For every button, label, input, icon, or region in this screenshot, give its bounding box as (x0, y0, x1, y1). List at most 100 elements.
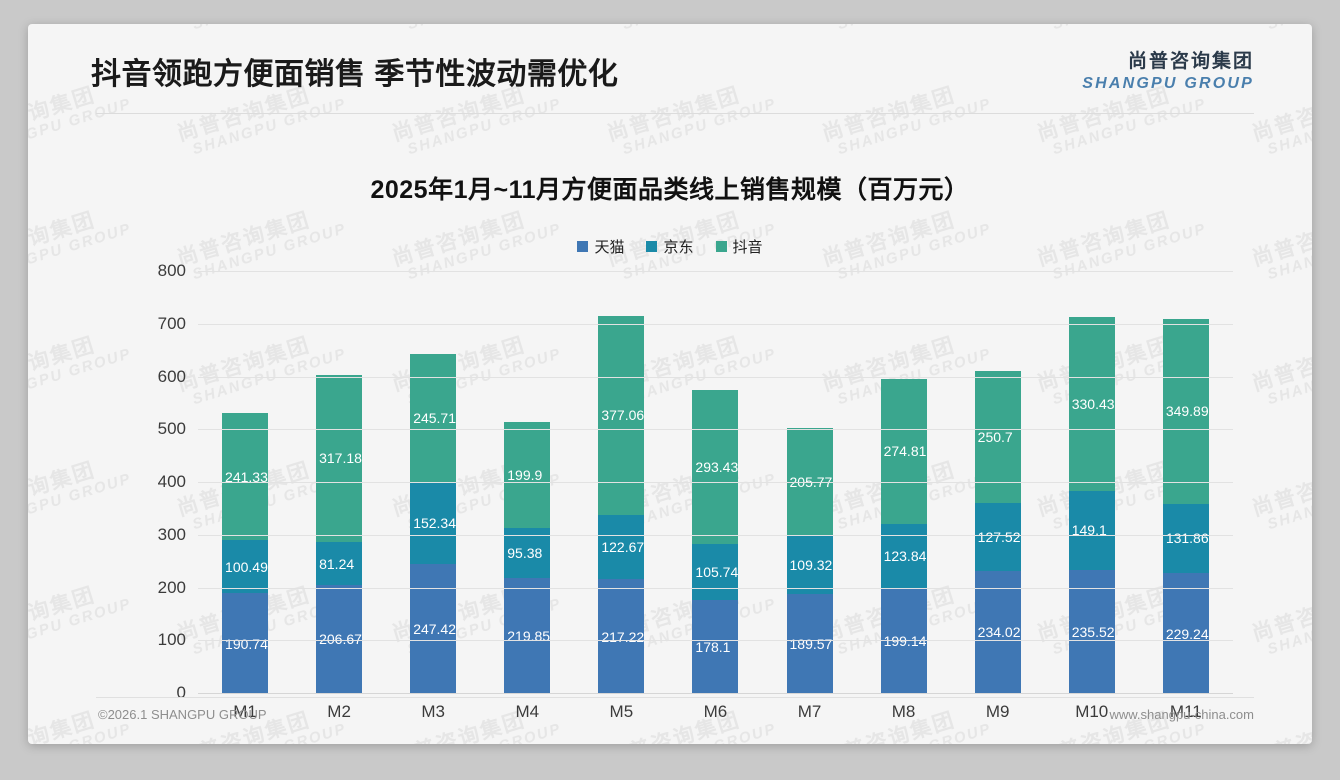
bar-segment-京东[interactable]: 109.32 (786, 536, 833, 595)
bar-segment-京东[interactable]: 123.84 (880, 523, 927, 589)
bar-value-label: 178.1 (695, 639, 731, 656)
bar-segment-天猫[interactable]: 206.67 (316, 584, 363, 694)
bar-segment-京东[interactable]: 127.52 (974, 503, 1021, 571)
bar-segment-京东[interactable]: 100.49 (222, 540, 269, 594)
legend-label: 天猫 (594, 239, 625, 256)
chart-plot-area: 241.33 100.49 190.74 317.18 81.24 206.67 245.7… (158, 261, 1233, 702)
bar-value-label: 349.89 (1165, 403, 1209, 420)
footer-copyright: ©2026.1 SHANGPU GROUP (98, 707, 267, 722)
gridline: 600 (158, 367, 1233, 386)
bar-segment-京东[interactable]: 122.67 (598, 514, 645, 580)
legend-swatch-icon (646, 241, 658, 252)
bar-segment-天猫[interactable]: 189.57 (786, 594, 833, 694)
bar-segment-抖音[interactable]: 317.18 (316, 374, 363, 543)
y-axis-tick: 700 (157, 313, 186, 333)
brand-logo: 尚普咨询集团 SHANGPU GROUP (1082, 51, 1254, 92)
y-axis-tick: 300 (157, 524, 186, 544)
gridline: 300 (158, 525, 1233, 544)
x-axis-label-M10: M10 (1075, 702, 1109, 721)
x-axis-label-M4: M4 (515, 702, 540, 721)
bar-segment-抖音[interactable]: 377.06 (598, 315, 645, 515)
bar-value-label: 245.71 (413, 410, 457, 427)
bar-column-M2[interactable]: 317.18 81.24 206.67 (316, 272, 363, 694)
slide-header: 抖音领跑方便面销售 季节性波动需优化 尚普咨询集团 SHANGPU GROUP (28, 24, 1312, 116)
bar-column-M7[interactable]: 205.77 109.32 189.57 (786, 272, 833, 694)
y-axis-tick: 100 (157, 630, 186, 650)
legend-item-抖音[interactable]: 抖音 (715, 236, 763, 257)
slide: 尚普咨询集团 SHANGPU GROUP 尚普咨询集团 SHANGPU GROUP 尚普… (28, 24, 1312, 744)
gridline: 700 (158, 314, 1233, 333)
bar-column-M5[interactable]: 377.06 122.67 217.22 (598, 272, 645, 694)
bar-value-label: 122.67 (601, 539, 645, 556)
y-axis-tick: 400 (157, 472, 186, 491)
bar-segment-天猫[interactable]: 190.74 (222, 593, 269, 694)
bar-value-label: 250.7 (977, 429, 1013, 446)
legend-label: 京东 (663, 239, 694, 256)
legend-item-天猫[interactable]: 天猫 (577, 236, 624, 257)
bar-column-M6[interactable]: 293.43 105.74 178.1 (692, 272, 739, 694)
legend-item-京东[interactable]: 京东 (646, 236, 694, 257)
bar-segment-天猫[interactable]: 235.52 (1068, 569, 1115, 694)
bar-segment-抖音[interactable]: 241.33 (222, 413, 269, 541)
bar-segment-天猫[interactable]: 247.42 (410, 563, 457, 694)
chart-legend: 天猫 京东 抖音 (28, 236, 1312, 257)
bar-segment-抖音[interactable]: 250.7 (974, 371, 1021, 504)
bar-column-M11[interactable]: 349.89 131.86 229.24 (1162, 272, 1209, 694)
x-axis-label-M7: M7 (797, 702, 822, 721)
x-axis-label-M3: M3 (421, 702, 445, 721)
bar-value-label: 235.52 (1071, 623, 1115, 640)
bar-segment-天猫[interactable]: 217.22 (598, 579, 645, 694)
x-axis-label-M8: M8 (891, 702, 916, 721)
bar-segment-京东[interactable]: 105.74 (692, 544, 739, 601)
bar-segment-抖音[interactable]: 330.43 (1068, 316, 1115, 492)
bar-value-label: 199.14 (883, 633, 927, 650)
gridline: 0 (177, 683, 1233, 702)
bar-segment-抖音[interactable]: 293.43 (692, 389, 739, 545)
bar-group: 241.33 100.49 190.74 317.18 81.24 206.67 245.7… (198, 272, 1233, 694)
bar-column-M3[interactable]: 245.71 152.34 247.42 (410, 272, 457, 694)
gridline: 800 (158, 261, 1233, 280)
bar-value-label: 105.74 (695, 564, 739, 581)
x-axis-label-M9: M9 (985, 702, 1010, 721)
bar-value-label: 127.52 (977, 528, 1021, 545)
bar-value-label: 149.1 (1071, 522, 1107, 539)
bar-segment-天猫[interactable]: 234.02 (974, 570, 1021, 694)
x-axis-label-M5: M5 (609, 702, 634, 721)
bar-segment-京东[interactable]: 149.1 (1068, 491, 1115, 570)
bar-column-M9[interactable]: 250.7 127.52 234.02 (974, 272, 1021, 694)
legend-swatch-icon (577, 241, 589, 252)
x-axis-label-M6: M6 (703, 702, 728, 721)
bar-segment-天猫[interactable]: 178.1 (692, 600, 739, 694)
chart-title: 2025年1月~11月方便面品类线上销售规模（百万元） (370, 176, 970, 204)
gridline: 500 (158, 419, 1233, 438)
bar-value-label: 293.43 (695, 458, 739, 475)
bar-value-label: 317.18 (319, 450, 362, 467)
bar-segment-抖音[interactable]: 245.71 (410, 353, 457, 484)
bar-segment-抖音[interactable]: 199.9 (504, 422, 551, 528)
bar-segment-京东[interactable]: 152.34 (410, 483, 457, 564)
bar-segment-天猫[interactable]: 229.24 (1162, 573, 1209, 694)
y-axis-tick: 500 (157, 419, 186, 439)
bar-segment-京东[interactable]: 81.24 (316, 542, 363, 585)
x-axis-label-M1: M1 (233, 702, 257, 721)
bar-value-label: 95.38 (507, 544, 543, 561)
page-title: 抖音领跑方便面销售 季节性波动需优化 (91, 58, 619, 91)
gridline: 200 (158, 578, 1233, 597)
bar-segment-京东[interactable]: 131.86 (1162, 503, 1209, 574)
bar-segment-天猫[interactable]: 199.14 (880, 588, 927, 694)
bar-segment-抖音[interactable]: 274.81 (880, 378, 927, 524)
legend-swatch-icon (715, 241, 727, 252)
bar-value-label: 229.24 (1165, 625, 1209, 642)
brand-name-cn: 尚普咨询集团 (1127, 51, 1254, 72)
bar-column-M10[interactable]: 330.43 149.1 235.52 (1068, 272, 1115, 694)
bar-segment-京东[interactable]: 95.38 (504, 527, 551, 579)
bar-segment-天猫[interactable]: 219.85 (504, 578, 551, 694)
bar-column-M8[interactable]: 274.81 123.84 199.14 (880, 272, 927, 694)
bar-column-M4[interactable]: 199.9 95.38 219.85 (504, 272, 551, 694)
footer-website[interactable]: www.shangpu-china.com (1109, 707, 1254, 722)
bar-segment-抖音[interactable]: 349.89 (1162, 318, 1209, 504)
bar-column-M1[interactable]: 241.33 100.49 190.74 (222, 272, 269, 694)
